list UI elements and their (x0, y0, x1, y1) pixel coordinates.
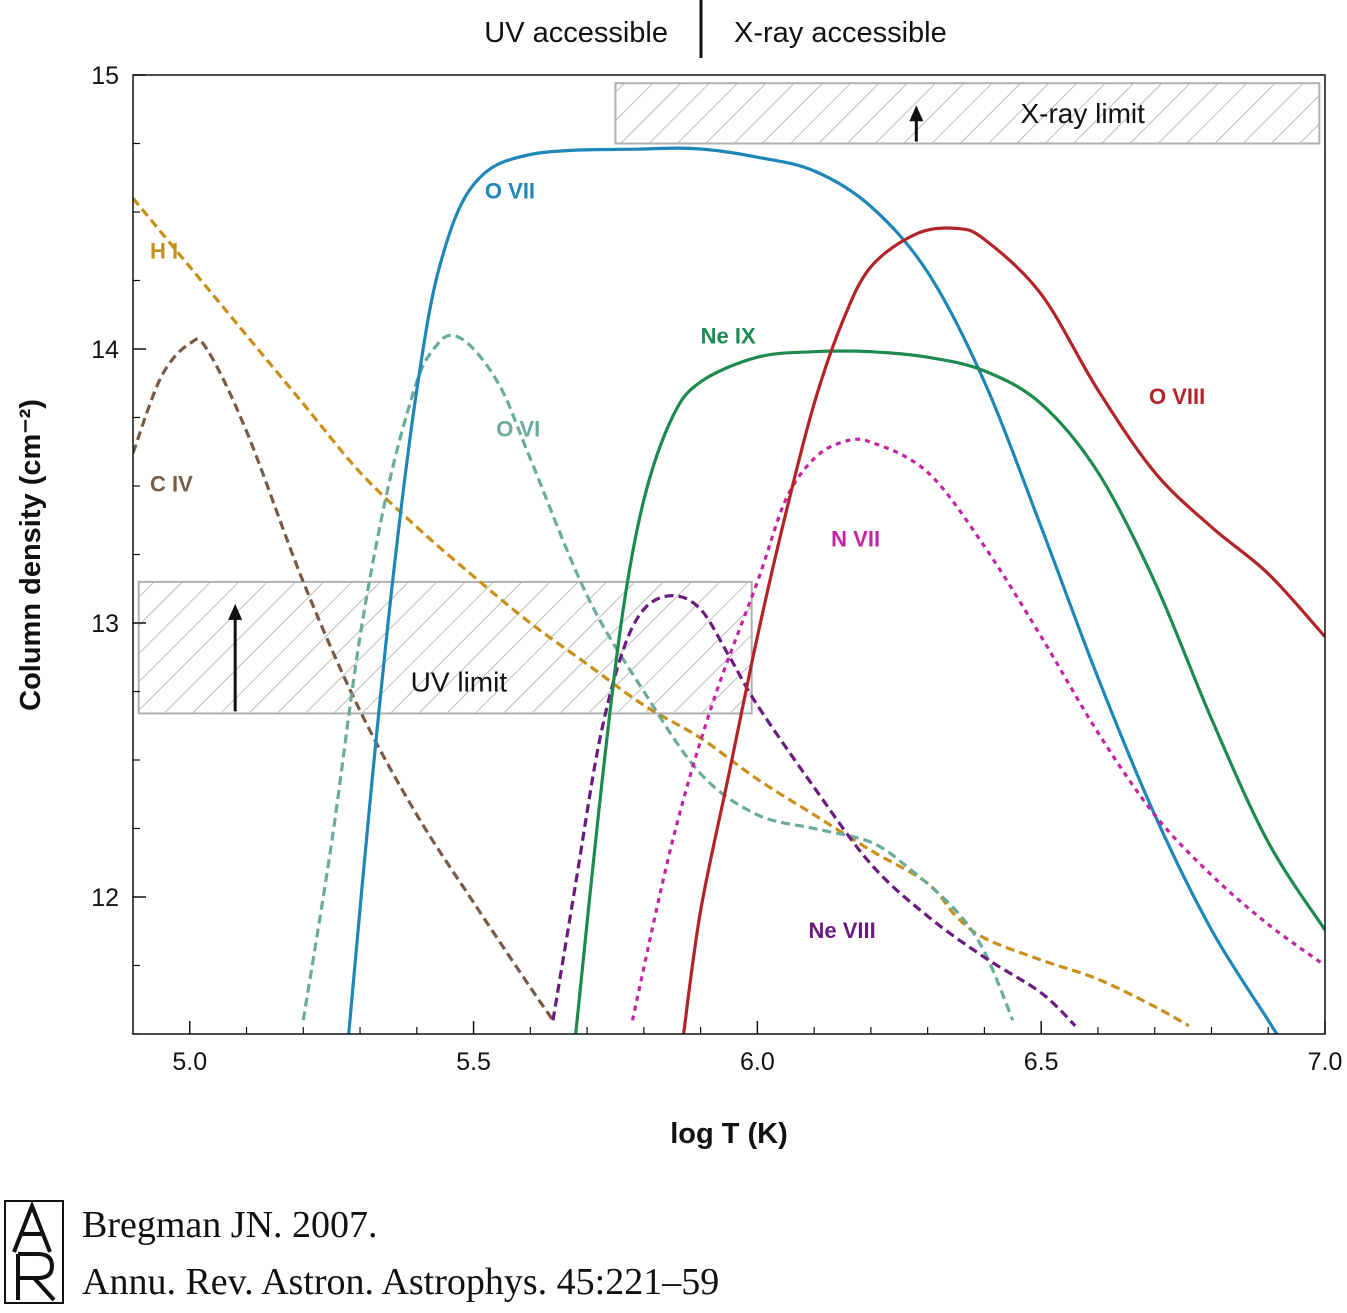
series-label-c-iv: C IV (150, 471, 193, 496)
limit-regions: UV limit X-ray limit (137, 82, 1321, 715)
uv-accessible-label: UV accessible (484, 17, 668, 49)
series-label-ne-viii: Ne VIII (808, 918, 875, 943)
uv-limit-arrow-icon (228, 603, 243, 620)
y-tick-label: 15 (91, 62, 119, 90)
x-tick-label: 7.0 (1308, 1048, 1343, 1076)
xray-limit-arrow-icon (909, 105, 924, 122)
series-label-n-vii: N VII (831, 526, 880, 551)
x-tick-label: 5.5 (456, 1048, 491, 1076)
series-label-o-vi: O VI (496, 417, 540, 442)
citation-line-1: Bregman JN. 2007. (82, 1204, 378, 1246)
series-labels: H I C IV O VI O VII Ne VIII Ne IX N VII O VIII (150, 178, 1205, 943)
series-line-ne-viii (551, 593, 1077, 1027)
series-line-o-viii (682, 226, 1325, 1034)
series-label-h-i: H I (150, 239, 178, 264)
y-axis-title: Column density (cm⁻²) (15, 399, 47, 711)
series-line-c-iv (133, 337, 555, 1022)
xray-accessible-label: X-ray accessible (734, 17, 947, 49)
xray-limit-label: X-ray limit (1020, 98, 1145, 129)
annual-reviews-logo (4, 1200, 64, 1304)
x-axis-title: log T (K) (670, 1118, 788, 1150)
uv-limit-label: UV limit (411, 666, 508, 697)
x-tick-label: 5.0 (172, 1048, 207, 1076)
series-line-h-i (133, 197, 1190, 1028)
series-label-ne-ix: Ne IX (701, 324, 756, 349)
plot-frame (132, 74, 1326, 1035)
series-label-o-viii: O VIII (1149, 384, 1205, 409)
citation-line-2: Annu. Rev. Astron. Astrophys. 45:221–59 (82, 1261, 720, 1303)
xray-limit-band (614, 82, 1321, 145)
series-line-n-vii (630, 437, 1325, 1021)
uv-limit-band (137, 580, 753, 715)
y-tick-label: 14 (91, 336, 119, 364)
x-tick-label: 6.5 (1024, 1048, 1059, 1076)
y-tick-label: 12 (91, 884, 119, 912)
series-label-o-vii: O VII (485, 178, 535, 203)
axis-ticks: 5.0 5.5 6.0 6.5 7.0 12 13 14 15 (91, 62, 1342, 1076)
series-line-o-vii (347, 146, 1279, 1034)
series-line-o-vi (301, 333, 1015, 1021)
series-layer (133, 146, 1325, 1034)
y-tick-label: 13 (91, 610, 119, 638)
series-line-ne-ix (574, 349, 1325, 1034)
x-tick-label: 6.0 (740, 1048, 775, 1076)
